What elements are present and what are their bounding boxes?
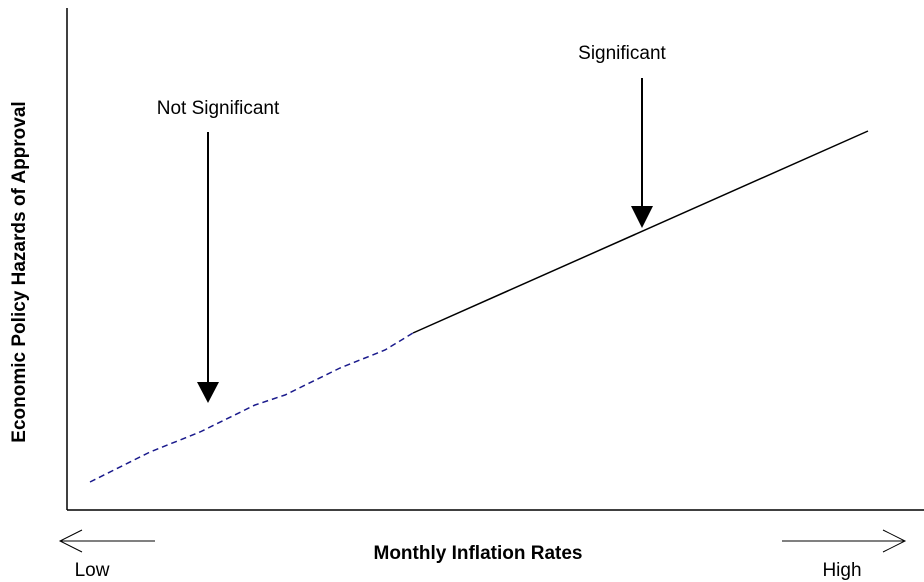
- x-axis-label: Monthly Inflation Rates: [374, 543, 583, 564]
- annotation: Not Significant: [157, 98, 280, 119]
- x-high-label: High: [822, 560, 861, 581]
- arrow-head: [631, 206, 653, 228]
- y-axis-label: Economic Policy Hazards of Approval: [9, 101, 30, 442]
- solid-segment: [412, 130, 869, 334]
- annotation: Significant: [578, 43, 666, 64]
- dashed-segment: [89, 332, 414, 483]
- high-arrow-head: [882, 529, 907, 553]
- x-low-label: Low: [75, 560, 110, 581]
- arrow-head: [197, 382, 219, 403]
